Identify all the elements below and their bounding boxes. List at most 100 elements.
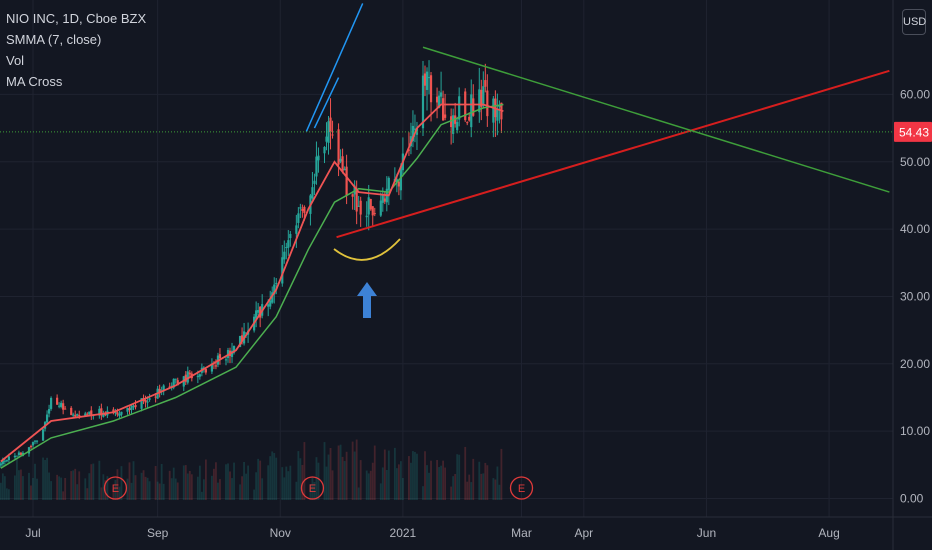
candle-body (33, 440, 37, 442)
volume-bar (128, 462, 131, 500)
volume-bar (190, 474, 193, 500)
volume-bar (7, 489, 10, 500)
candle-body (395, 179, 398, 183)
legend-smma[interactable]: SMMA (7, close) (6, 32, 102, 47)
candle-body (444, 114, 447, 118)
candle-body (64, 408, 67, 410)
grid-lines (0, 0, 893, 517)
volume-bar (430, 460, 432, 500)
candle-body (128, 408, 131, 411)
candle-body (478, 89, 481, 113)
volume-bar (188, 470, 191, 500)
earnings-circle (300, 476, 325, 500)
volume-bar (241, 476, 243, 500)
candle-body (369, 198, 372, 210)
earnings-marker[interactable]: E (103, 476, 128, 500)
candle-body (126, 407, 129, 412)
legend-volume[interactable]: Vol (6, 53, 25, 68)
volume-bar (379, 483, 382, 500)
candle-body (381, 194, 384, 203)
up-arrow-icon (357, 282, 377, 318)
volume-bar (283, 477, 286, 500)
volume-bar (315, 457, 318, 500)
x-tick-label: Apr (574, 526, 593, 540)
candle-body (442, 98, 445, 121)
candle-body (295, 225, 298, 234)
volume-bar (397, 464, 400, 500)
earnings-marker[interactable]: E (300, 476, 325, 500)
candle-body (313, 180, 316, 184)
legend-symbol[interactable]: NIO INC, 1D, Cboe BZX (6, 11, 147, 26)
volume-bar (56, 474, 59, 500)
candle-body (86, 413, 89, 415)
x-tick-label: Mar (511, 526, 532, 540)
candle-body (186, 371, 189, 383)
candle-body (45, 414, 49, 423)
candle-body (317, 155, 320, 161)
candle-body (120, 411, 123, 415)
volume-bar (470, 482, 473, 500)
volume-bar (393, 447, 396, 500)
candle-body (339, 158, 342, 162)
candle-body (88, 411, 91, 415)
candle-body (41, 429, 45, 441)
volume-bar (46, 457, 48, 500)
volume-bar (486, 465, 489, 500)
candle-body (257, 309, 260, 313)
volume-bar (480, 473, 483, 500)
candle-body (7, 456, 10, 461)
candle-body (367, 197, 370, 215)
candlesticks (0, 60, 503, 468)
volume-bar (440, 465, 442, 500)
candle-body (329, 117, 332, 133)
candle-body (281, 257, 284, 284)
candle-body (62, 403, 65, 410)
volume-bar (62, 491, 65, 500)
y-tick-label: 30.00 (900, 289, 930, 303)
candle-body (407, 149, 411, 151)
ma-slow-line (0, 103, 504, 469)
candle-body (452, 115, 455, 134)
volume-bar (28, 472, 30, 500)
x-tick-label: 2021 (390, 526, 417, 540)
volume-bar (22, 476, 24, 500)
volume-bar (345, 451, 348, 500)
volume-bar (478, 461, 481, 500)
volume-bar (353, 451, 356, 500)
volume-bar (116, 469, 119, 500)
earnings-marker[interactable]: E (509, 476, 534, 500)
candle-body (168, 386, 171, 388)
volume-bar (158, 483, 161, 500)
volume-bar (385, 469, 388, 500)
candle-body (415, 128, 419, 135)
candle-body (271, 292, 274, 303)
volume-bar (438, 467, 440, 500)
volume-bar (267, 465, 270, 500)
volume-bar (247, 465, 250, 500)
x-tick-label: Nov (270, 526, 291, 540)
candle-body (74, 415, 77, 417)
volume-bar (233, 462, 235, 500)
volume-bar (414, 451, 416, 500)
volume-bar (424, 451, 426, 500)
volume-bar (86, 488, 89, 500)
candle-body (498, 105, 501, 108)
volume-bar (285, 466, 288, 500)
volume-bar (275, 457, 278, 500)
currency-button[interactable]: USD (902, 9, 926, 35)
candle-body (427, 77, 431, 79)
candle-body (90, 410, 93, 416)
candle-body (244, 332, 248, 334)
volume-bar (14, 475, 16, 500)
last-price-badge (894, 121, 932, 142)
volume-bar (219, 479, 221, 500)
candle-body (17, 452, 21, 456)
volume-bar (42, 457, 44, 500)
volume-bar (456, 454, 459, 500)
legend-ma-cross[interactable]: MA Cross (6, 74, 63, 89)
candle-body (230, 350, 234, 357)
volume-bar (313, 481, 316, 500)
